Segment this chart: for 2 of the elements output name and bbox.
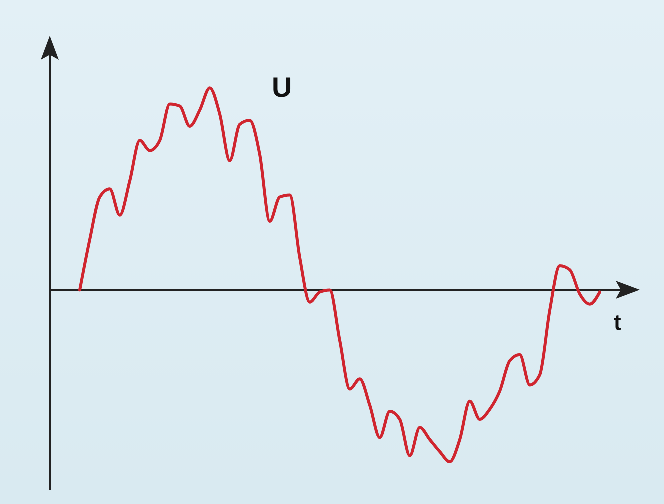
x-axis-title: t bbox=[614, 310, 622, 336]
y-axis-title: U bbox=[272, 72, 292, 104]
